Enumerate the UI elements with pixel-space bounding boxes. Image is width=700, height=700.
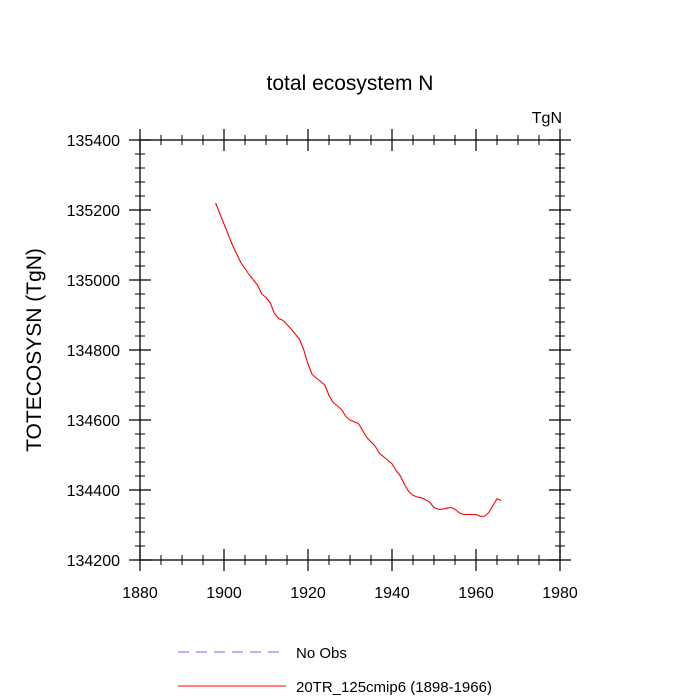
x-tick-label: 1980 [542,585,578,602]
axis-tick-labels: 1880 1900 1920 1940 1960 1980 134200 134400 1346… [67,133,578,602]
series-group [215,202,502,517]
legend-label-1: 20TR_125cmip6 (1898-1966) [296,679,492,696]
legend: No Obs 20TR_125cmip6 (1898-1966) [178,645,492,696]
x-tick-label: 1900 [206,585,242,602]
x-tick-label: 1880 [122,585,158,602]
x-tick-label: 1920 [290,585,326,602]
legend-label-0: No Obs [296,645,347,662]
series-line-0 [215,202,502,517]
y-tick-label: 134600 [67,413,120,430]
y-tick-label: 135200 [67,203,120,220]
axis-ticks [129,129,571,571]
x-tick-label: 1960 [458,585,494,602]
y-tick-label: 134800 [67,343,120,360]
y-axis-label: TOTECOSYSN (TgN) [23,248,46,452]
chart-title: total ecosystem N [267,72,434,95]
units-label: TgN [532,110,562,127]
plot-frame [139,139,561,561]
y-tick-label: 135000 [67,273,120,290]
x-tick-label: 1940 [374,585,410,602]
y-tick-label: 134200 [67,553,120,570]
y-tick-label: 135400 [67,133,120,150]
y-tick-label: 134400 [67,483,120,500]
